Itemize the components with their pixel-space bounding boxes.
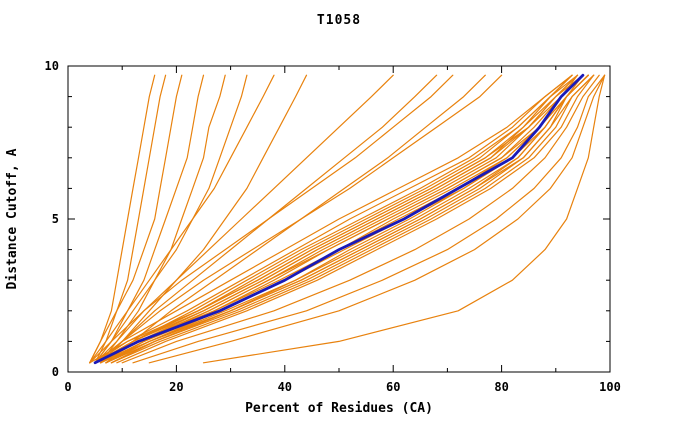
model-curve bbox=[99, 74, 226, 364]
model-curve bbox=[94, 74, 167, 364]
x-tick-label: 20 bbox=[169, 380, 183, 394]
model-curve bbox=[105, 74, 486, 364]
model-curve bbox=[121, 74, 600, 364]
model-curve bbox=[105, 74, 589, 364]
model-curve bbox=[110, 74, 589, 364]
model-curve bbox=[94, 74, 573, 364]
model-curve bbox=[89, 74, 183, 364]
model-curve bbox=[94, 74, 394, 364]
y-tick-label: 5 bbox=[52, 212, 59, 226]
model-curve bbox=[99, 74, 584, 364]
model-curve bbox=[94, 74, 573, 364]
x-tick-label: 40 bbox=[278, 380, 292, 394]
axes-layer: 0 20 40 60 80 100 0 5 10 bbox=[45, 59, 621, 394]
model-curve bbox=[99, 74, 589, 364]
x-tick-label: 80 bbox=[494, 380, 508, 394]
model-curve bbox=[89, 74, 579, 364]
model-curve bbox=[94, 74, 205, 364]
x-axis-label: Percent of Residues (CA) bbox=[245, 401, 433, 416]
x-tick-label: 100 bbox=[599, 380, 621, 394]
reference-curve bbox=[93, 73, 585, 365]
y-tick-label: 10 bbox=[45, 59, 59, 73]
x-tick-label: 60 bbox=[386, 380, 400, 394]
chart-title: T1058 bbox=[317, 13, 361, 28]
y-axis-label: Distance Cutoff, A bbox=[5, 148, 20, 289]
model-curve bbox=[148, 74, 606, 364]
model-curve bbox=[89, 74, 454, 364]
model-curve bbox=[99, 74, 579, 364]
model-curve bbox=[132, 74, 606, 364]
model-curve bbox=[99, 74, 584, 364]
series-layer bbox=[89, 73, 606, 365]
model-curve bbox=[94, 74, 503, 364]
model-curve bbox=[94, 74, 573, 364]
model-curve bbox=[94, 74, 573, 364]
model-curve bbox=[110, 74, 595, 364]
model-curve bbox=[110, 74, 595, 364]
y-tick-label: 0 bbox=[52, 365, 59, 379]
model-curve bbox=[99, 74, 308, 364]
model-curve bbox=[202, 74, 606, 364]
model-curve bbox=[89, 74, 156, 364]
model-curve bbox=[116, 74, 595, 364]
x-tick-label: 0 bbox=[64, 380, 71, 394]
model-curve bbox=[89, 74, 275, 364]
